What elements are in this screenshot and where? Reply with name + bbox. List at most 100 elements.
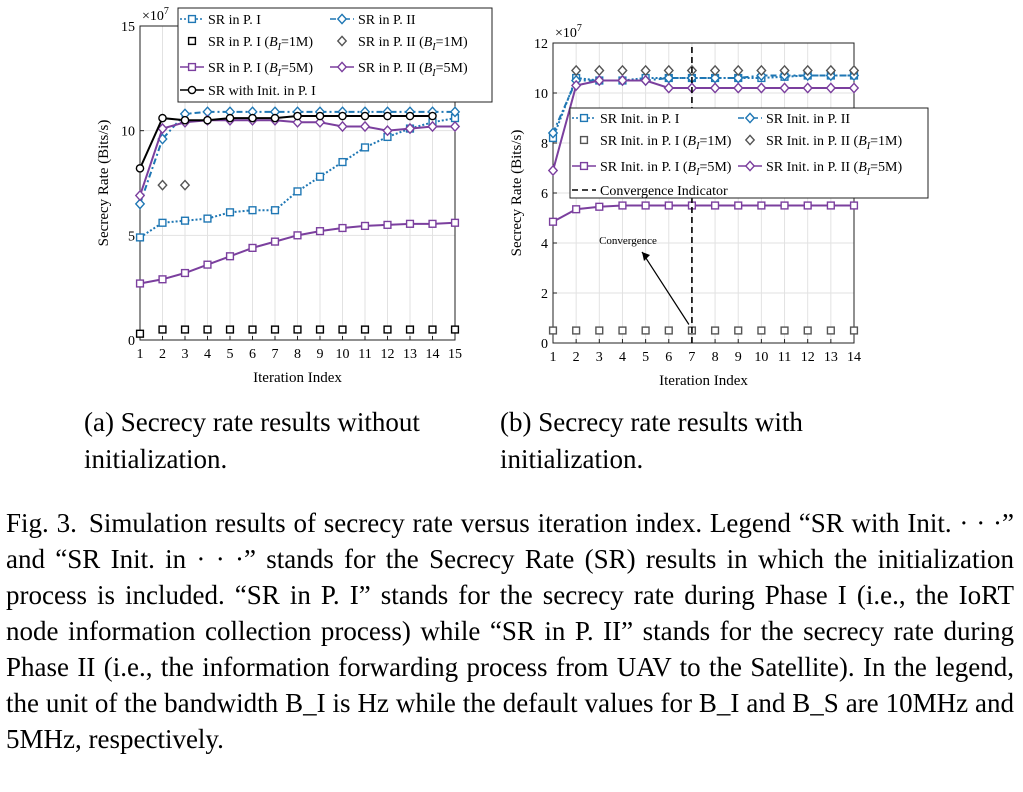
legend-marker [579, 135, 589, 145]
x-tick-label: 14 [847, 350, 861, 365]
legend-item: SR in P. II [330, 13, 416, 28]
data-point [617, 74, 628, 87]
legend-marker [187, 62, 197, 72]
data-point [158, 113, 167, 123]
y-tick-label: 0 [541, 337, 548, 352]
data-point [664, 201, 673, 210]
x-tick-label: 2 [573, 350, 580, 365]
data-point [572, 326, 581, 335]
data-point [293, 111, 302, 121]
data-point [779, 82, 790, 94]
data-point [547, 164, 559, 177]
data-point [849, 326, 859, 335]
legend-label: SR in P. I [208, 13, 261, 28]
data-point [640, 74, 651, 87]
x-tick-label: 1 [137, 347, 144, 362]
data-point [404, 122, 416, 135]
data-point [428, 219, 437, 228]
data-point [360, 325, 370, 334]
data-point [618, 326, 627, 335]
x-tick-label: 2 [159, 347, 166, 362]
data-point [802, 64, 813, 77]
legend-marker [579, 113, 589, 123]
series [548, 326, 859, 335]
legend-marker [187, 36, 197, 46]
data-point [664, 326, 673, 335]
x-tick-label: 8 [712, 350, 719, 365]
data-point [779, 64, 790, 77]
data-point [825, 82, 836, 94]
data-point [383, 220, 392, 229]
x-tick-label: 8 [294, 347, 301, 362]
data-point [360, 221, 370, 231]
legend: SR in P. I SR in P. II SR in P. I (BI=1M) S… [177, 7, 493, 103]
data-point [360, 111, 370, 121]
data-point [315, 172, 325, 181]
data-point [428, 325, 437, 334]
x-tick-label: 10 [336, 347, 350, 362]
data-point [756, 82, 767, 94]
data-point [135, 233, 145, 242]
subcaption-b: (b) Secrecy rate results with initializa… [500, 407, 803, 474]
chart-a: 1 2 3 4 5 6 7 8 9 10 11 12 13 14 15051015×107Iteration… [96, 6, 493, 386]
data-point [571, 64, 582, 77]
x-tick-label: 5 [227, 347, 234, 362]
legend-label: SR in P. II (BI=5M) [358, 61, 468, 79]
data-point [641, 326, 650, 335]
legend-item: SR in P. I (BI=5M) [180, 61, 313, 79]
legend-label: SR in P. II [358, 13, 416, 28]
x-tick-label: 4 [619, 350, 626, 365]
legend-marker [336, 13, 348, 25]
x-axis-label: Iteration Index [659, 373, 748, 389]
x-tick-label: 10 [754, 350, 768, 365]
y-tick-label: 8 [541, 137, 548, 152]
series [571, 64, 860, 77]
y-multiplier: ×107 [142, 6, 169, 24]
data-point [359, 120, 371, 133]
data-point [405, 111, 415, 121]
data-point [663, 82, 674, 94]
x-tick-label: 7 [272, 347, 279, 362]
series [548, 201, 859, 226]
data-point [427, 120, 438, 133]
x-tick-label: 9 [317, 347, 324, 362]
legend-marker [187, 14, 197, 24]
data-point [641, 201, 650, 210]
legend-label: SR in P. I (BI=5M) [208, 61, 313, 79]
data-point [571, 79, 582, 92]
legend-marker [187, 85, 197, 95]
y-tick-label: 12 [534, 37, 548, 52]
legend-label: SR in P. II (BI=1M) [358, 35, 468, 53]
x-tick-label: 13 [824, 350, 838, 365]
data-point [292, 116, 303, 128]
data-point [595, 326, 604, 335]
x-tick-label: 6 [665, 350, 672, 365]
figure-canvas: 1 2 3 4 5 6 7 8 9 10 11 12 13 14 15051015×107Iteration… [96, 6, 929, 389]
data-point [135, 329, 145, 338]
data-point [157, 122, 168, 135]
legend-item: SR in P. II (BI=1M) [336, 35, 468, 53]
data-point [314, 116, 326, 128]
data-point [826, 201, 835, 210]
data-point [135, 164, 145, 173]
data-point [315, 111, 325, 121]
x-tick-label: 5 [642, 350, 649, 365]
figure-caption: Fig. 3. Simulation results of secrecy rat… [6, 505, 1014, 757]
legend-marker [744, 160, 756, 172]
data-point [405, 325, 415, 334]
data-point [360, 143, 370, 152]
x-tick-label: 6 [249, 347, 256, 362]
y-tick-label: 4 [541, 237, 548, 252]
data-point [450, 218, 460, 227]
data-point [158, 325, 167, 334]
x-tick-label: 11 [358, 347, 371, 362]
legend-label: SR in P. I (BI=1M) [208, 35, 313, 53]
data-point [248, 243, 257, 252]
data-point [756, 64, 767, 77]
annotation-arrowhead [642, 252, 650, 261]
y-multiplier: ×107 [555, 23, 582, 41]
x-tick-label: 13 [403, 347, 417, 362]
legend-marker [336, 61, 348, 73]
legend-item: SR in P. I (BI=1M) [187, 35, 313, 53]
legend: SR Init. in P. I SR Init. in P. II SR Init… [569, 107, 929, 199]
